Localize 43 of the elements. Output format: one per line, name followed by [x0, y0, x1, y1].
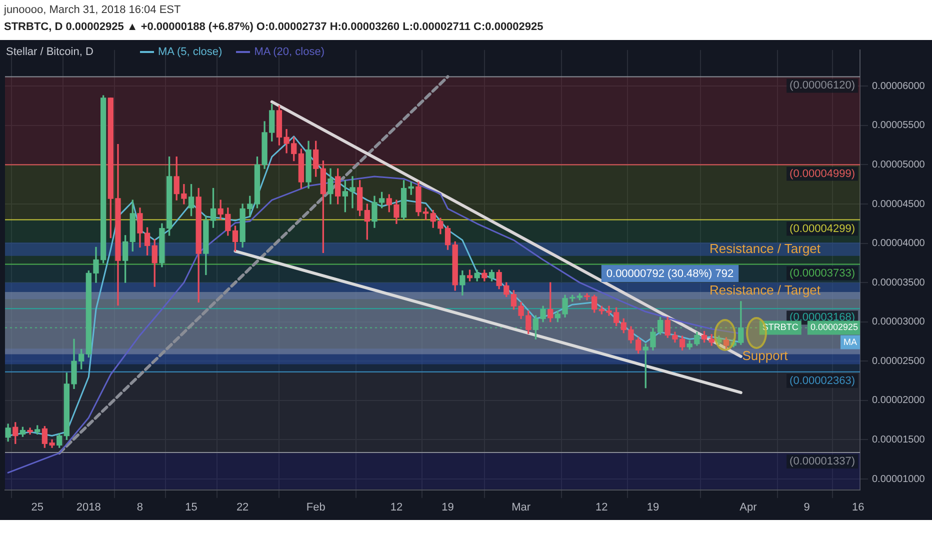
x-tick-label: 12 — [390, 502, 403, 514]
y-tick-label: 0.00001000 — [872, 474, 926, 485]
x-tick-label: 15 — [185, 502, 198, 514]
band-label: Resistance / Target — [709, 282, 821, 298]
text: STRBTC, D 0.00002925 ▲ +0.00000188 (+6.87%) O:0.00002737 H:0.00003260 L:0.00002711 C:0.00002925 — [4, 20, 544, 35]
y-tick-label: 0.00001500 — [872, 434, 926, 446]
y-tick-label: 0.00002500 — [872, 356, 926, 367]
ref-line-label: (0.00006120) — [790, 80, 855, 92]
chart-subtitle: junoooo, March 31, 2018 16:04 EST — [4, 3, 182, 18]
x-tick-label: 2018 — [76, 502, 101, 514]
ref-line-label: (0.00003168) — [790, 312, 855, 324]
ref-line-label: (0.00004299) — [790, 222, 855, 235]
x-tick-label: 8 — [136, 502, 144, 514]
chart-title: Stellar / Bitcoin, D — [6, 46, 94, 58]
ref-line-label: (0.00003733) — [790, 267, 855, 280]
ref-line-label: (0.00004999) — [790, 168, 855, 180]
y-tick-label: 0.00005500 — [872, 120, 926, 132]
ref-line-label: (0.00002363) — [790, 374, 855, 387]
y-tick-label: 0.00006000 — [872, 80, 926, 92]
y-tick-label: 0.00004000 — [872, 238, 926, 250]
x-tick-label: Apr — [740, 502, 758, 514]
ref-line-label: 0.00002925 — [810, 322, 858, 332]
y-tick-label: 0.00003500 — [872, 277, 926, 288]
ref-line-label: (0.00001337) — [790, 456, 855, 468]
x-tick-label: 16 — [852, 502, 864, 514]
legend-label: MA (5, close) — [157, 46, 222, 58]
y-tick-label: 0.00004500 — [872, 198, 926, 210]
y-tick-label: 0.00002000 — [872, 395, 926, 406]
band-label: Support — [742, 348, 788, 364]
x-tick-label: 9 — [804, 502, 810, 514]
x-tick-label: Mar — [512, 502, 531, 514]
band-label: Resistance / Target — [709, 240, 821, 256]
x-tick-label: 19 — [442, 502, 454, 514]
annotation: MA — [844, 336, 857, 347]
y-tick-label: 0.00003000 — [872, 316, 926, 328]
y-tick-label: 0.00005000 — [872, 159, 926, 170]
x-tick-label: 12 — [596, 502, 608, 514]
x-tick-label: 25 — [31, 502, 44, 514]
x-tick-label: Feb — [306, 502, 326, 514]
x-tick-label: 19 — [646, 502, 660, 514]
legend-label: MA (20, close) — [253, 46, 324, 58]
x-tick-label: 22 — [236, 502, 249, 514]
band-label: 0.00000792 (30.48%) 792 — [606, 268, 734, 280]
